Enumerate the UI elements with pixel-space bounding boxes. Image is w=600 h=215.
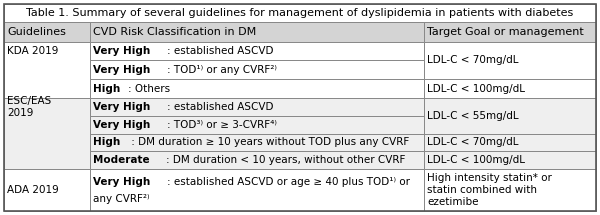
Text: Very High: Very High — [93, 120, 150, 130]
Text: Moderate: Moderate — [93, 155, 149, 165]
Text: Very High: Very High — [93, 102, 150, 112]
Text: Very High: Very High — [93, 177, 150, 187]
Bar — [90, 22, 424, 42]
Bar — [424, 42, 596, 79]
Bar — [424, 22, 596, 42]
Text: : TOD³⁾ or ≥ 3-CVRF⁴⁾: : TOD³⁾ or ≥ 3-CVRF⁴⁾ — [167, 120, 277, 130]
Bar — [90, 42, 424, 60]
Text: High intensity statin* or
statin combined with
ezetimibe: High intensity statin* or statin combine… — [427, 173, 552, 207]
Text: ESC/EAS
2019: ESC/EAS 2019 — [7, 96, 51, 118]
Text: Guidelines: Guidelines — [7, 27, 66, 37]
Text: LDL-C < 100mg/dL: LDL-C < 100mg/dL — [427, 84, 526, 94]
Text: any CVRF²⁾: any CVRF²⁾ — [93, 194, 149, 204]
Bar — [90, 98, 424, 116]
Bar — [424, 151, 596, 169]
Bar — [4, 42, 90, 98]
Bar — [4, 98, 90, 169]
Text: LDL-C < 70mg/dL: LDL-C < 70mg/dL — [427, 55, 519, 65]
Text: LDL-C < 100mg/dL: LDL-C < 100mg/dL — [427, 155, 526, 165]
Text: LDL-C < 70mg/dL: LDL-C < 70mg/dL — [427, 137, 519, 147]
Bar — [424, 98, 596, 134]
Bar — [424, 134, 596, 151]
Bar — [90, 151, 424, 169]
Text: KDA 2019: KDA 2019 — [7, 46, 58, 56]
Bar — [424, 79, 596, 98]
Text: Very High: Very High — [93, 65, 150, 75]
Bar — [90, 60, 424, 79]
Text: Table 1. Summary of several guidelines for management of dyslipidemia in patient: Table 1. Summary of several guidelines f… — [26, 8, 574, 18]
Bar — [4, 22, 90, 42]
Text: : TOD¹⁾ or any CVRF²⁾: : TOD¹⁾ or any CVRF²⁾ — [167, 65, 277, 75]
Text: : Others: : Others — [128, 84, 170, 94]
Bar — [4, 169, 90, 211]
Bar — [4, 4, 596, 22]
Text: : established ASCVD: : established ASCVD — [167, 46, 273, 56]
Bar — [424, 169, 596, 211]
Text: CVD Risk Classification in DM: CVD Risk Classification in DM — [93, 27, 256, 37]
Bar — [90, 134, 424, 151]
Text: Very High: Very High — [93, 46, 150, 56]
Bar — [90, 79, 424, 98]
Bar — [90, 116, 424, 134]
Text: : established ASCVD or age ≥ 40 plus TOD¹⁾ or: : established ASCVD or age ≥ 40 plus TOD… — [167, 177, 410, 187]
Text: ADA 2019: ADA 2019 — [7, 185, 59, 195]
Text: Target Goal or management: Target Goal or management — [427, 27, 584, 37]
Text: : DM duration < 10 years, without other CVRF: : DM duration < 10 years, without other … — [166, 155, 405, 165]
Text: : established ASCVD: : established ASCVD — [167, 102, 273, 112]
Text: : DM duration ≥ 10 years without TOD plus any CVRF: : DM duration ≥ 10 years without TOD plu… — [128, 137, 409, 147]
Bar — [90, 169, 424, 211]
Text: LDL-C < 55mg/dL: LDL-C < 55mg/dL — [427, 111, 519, 121]
Text: High: High — [93, 84, 120, 94]
Text: High: High — [93, 137, 120, 147]
